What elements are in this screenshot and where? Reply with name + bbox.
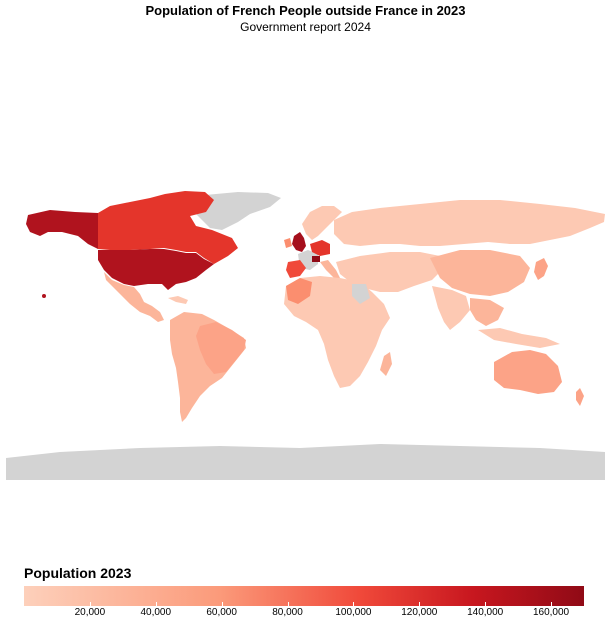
map-title: Population of French People outside Fran… [145, 3, 466, 18]
region-hawaii [42, 294, 46, 298]
legend-title: Population 2023 [24, 565, 132, 581]
legend-tick-mark [221, 602, 223, 606]
legend-tick-mark [551, 602, 553, 606]
region-spain [286, 260, 306, 278]
region-africa [284, 276, 390, 388]
legend-tick-label: 80,000 [272, 607, 303, 618]
legend-color-bar [24, 586, 584, 606]
legend-tick-mark [353, 602, 355, 606]
region-australia [494, 350, 562, 394]
region-switzerland [312, 256, 320, 262]
region-germany [310, 240, 330, 256]
world-map [6, 191, 605, 480]
legend-tick-mark [155, 602, 157, 606]
region-indonesia [478, 328, 560, 348]
legend-tick-label: 40,000 [140, 607, 172, 618]
map-subtitle: Government report 2024 [240, 20, 371, 34]
legend-tick-label: 160,000 [532, 607, 570, 618]
region-italy [320, 260, 340, 278]
legend-tick-label: 60,000 [206, 607, 237, 618]
region-new-zealand [576, 388, 584, 406]
region-caribbean [168, 296, 188, 304]
region-china [430, 250, 530, 296]
region-japan [534, 258, 548, 280]
region-ireland [284, 238, 292, 248]
legend-tick-mark [287, 602, 289, 606]
region-uk [292, 232, 306, 252]
legend-ticks: 20,000 40,000 60,000 80,000 100,000 120,000 14… [24, 602, 584, 626]
region-mexico [104, 272, 164, 322]
legend-tick-label: 20,000 [74, 607, 106, 618]
region-brazil [196, 322, 246, 374]
region-russia [334, 200, 605, 246]
region-scandinavia [302, 206, 342, 240]
region-morocco [286, 278, 312, 304]
region-alaska [26, 210, 98, 249]
legend-tick-label: 140,000 [467, 607, 504, 618]
region-india [432, 286, 470, 330]
legend-tick-mark [419, 602, 421, 606]
legend-tick-label: 120,000 [401, 607, 438, 618]
legend-tick-mark [485, 602, 487, 606]
region-usa [98, 249, 214, 290]
legend-tick-mark [89, 602, 91, 606]
region-southeast-asia [470, 298, 504, 326]
region-madagascar [380, 352, 392, 376]
region-canada [98, 191, 238, 264]
region-antarctica [6, 444, 605, 480]
legend-tick-label: 100,000 [335, 607, 372, 618]
region-central-asia [336, 252, 444, 292]
region-egypt [352, 284, 370, 304]
